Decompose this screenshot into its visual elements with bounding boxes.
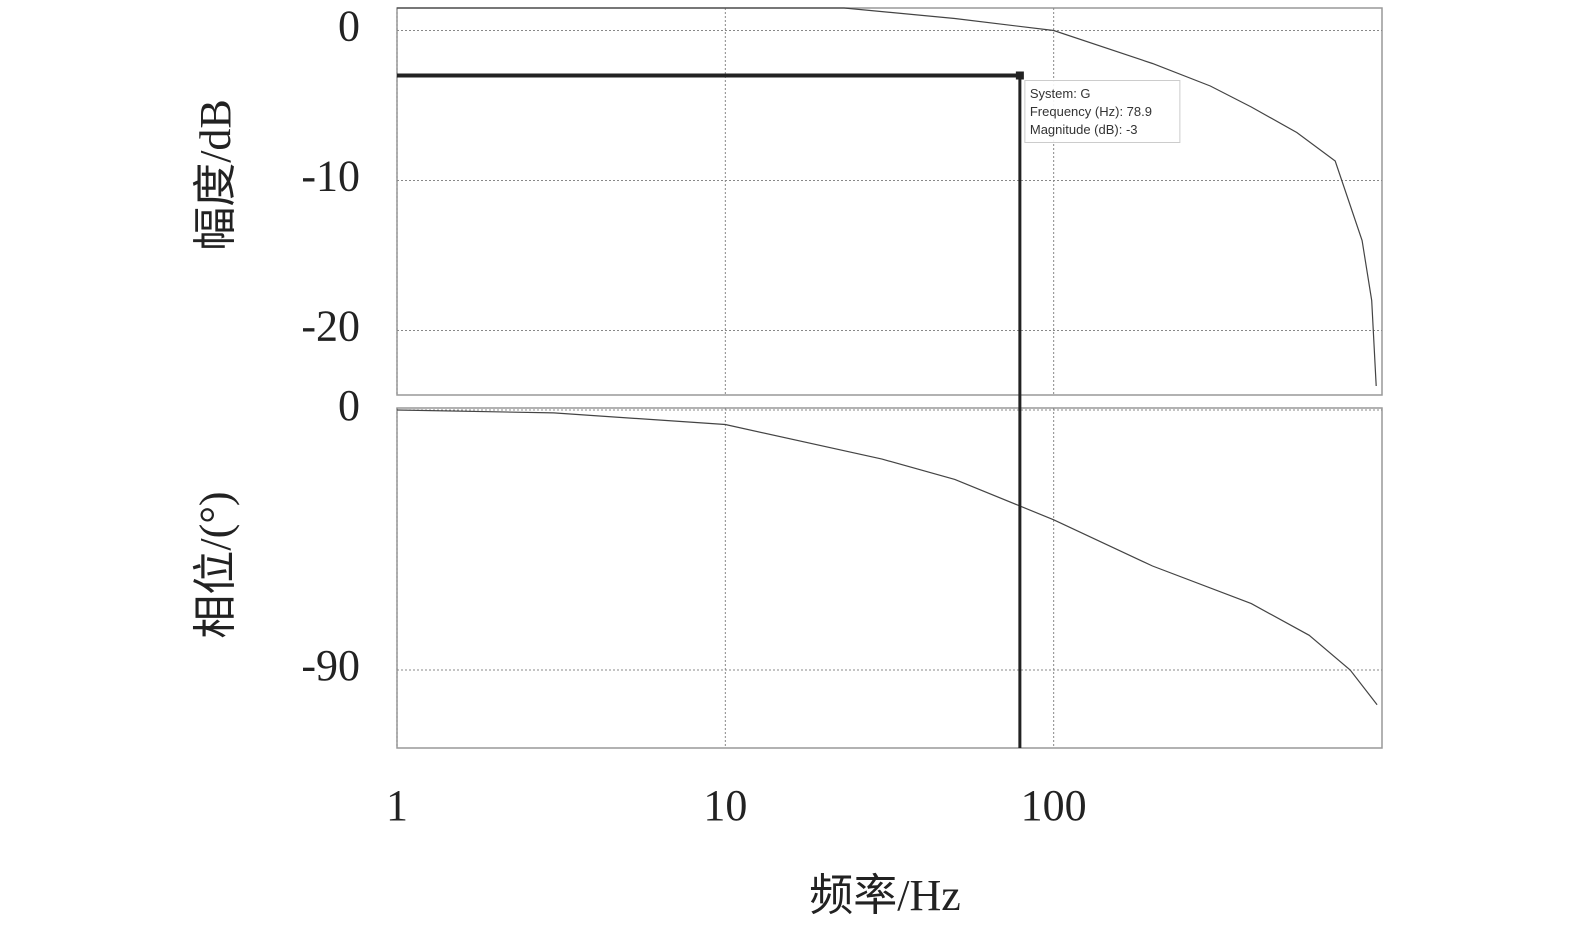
y-axis-label: 相位/(°)	[191, 491, 240, 638]
y-tick-label: 0	[338, 2, 360, 51]
tooltip-text: Magnitude (dB): -3	[1030, 122, 1138, 137]
data-line	[396, 409, 1378, 706]
y-tick-label: -20	[301, 302, 360, 351]
y-tick-label: -10	[301, 152, 360, 201]
tooltip-text: Frequency (Hz): 78.9	[1030, 104, 1152, 119]
data-line	[397, 7, 1377, 387]
x-tick-label: 10	[703, 781, 747, 830]
x-axis-label: 频率/Hz	[809, 871, 961, 920]
plot-frame	[396, 407, 1383, 749]
x-tick-label: 1	[386, 781, 408, 830]
marker-point	[1015, 71, 1024, 80]
y-axis-label: 幅度/dB	[191, 99, 240, 251]
tooltip-text: System: G	[1030, 86, 1091, 101]
y-tick-label: 0	[338, 381, 360, 430]
tooltip-box	[1024, 80, 1181, 143]
x-tick-label: 100	[1021, 781, 1087, 830]
plot-frame	[396, 7, 1383, 396]
y-tick-label: -90	[301, 641, 360, 690]
